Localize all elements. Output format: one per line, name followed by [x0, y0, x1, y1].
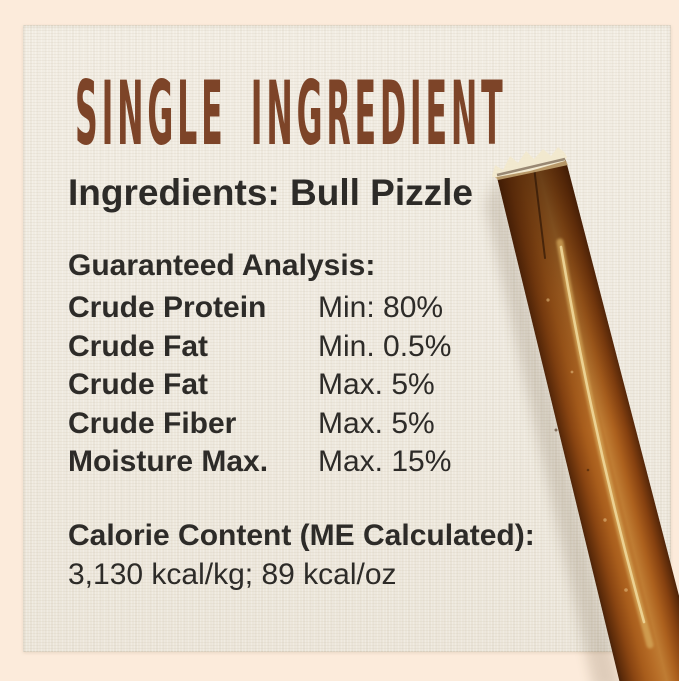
guaranteed-analysis-title: Guaranteed Analysis:: [68, 249, 376, 282]
analysis-value: Min. 0.5%: [318, 329, 452, 363]
analysis-row: Crude Fiber Max. 5%: [68, 405, 508, 444]
analysis-row: Moisture Max. Max. 15%: [68, 443, 508, 482]
analysis-row: Crude Fat Max. 5%: [68, 366, 508, 405]
analysis-value: Min: 80%: [318, 291, 444, 324]
page-title: SINGLE INGREDIENT: [75, 61, 507, 166]
analysis-row: Crude Fat Min. 0.5%: [68, 328, 508, 367]
guaranteed-analysis-table: Crude Protein Min: 80% Crude Fat Min. 0.…: [68, 289, 508, 482]
analysis-value: Max. 15%: [318, 445, 452, 479]
analysis-value: Max. 5%: [318, 368, 435, 402]
analysis-label: Crude Protein: [68, 291, 267, 324]
calorie-content-value: 3,130 kcal/kg; 89 kcal/oz: [68, 558, 397, 591]
analysis-label: Crude Fat: [68, 329, 209, 363]
analysis-row: Crude Protein Min: 80%: [68, 289, 508, 328]
analysis-label: Crude Fat: [68, 368, 209, 402]
ingredients-line: Ingredients: Bull Pizzle: [68, 172, 473, 213]
analysis-label: Crude Fiber: [68, 406, 237, 440]
analysis-value: Max. 5%: [318, 406, 435, 440]
calorie-content-title: Calorie Content (ME Calculated):: [68, 519, 535, 552]
analysis-label: Moisture Max.: [68, 445, 269, 479]
